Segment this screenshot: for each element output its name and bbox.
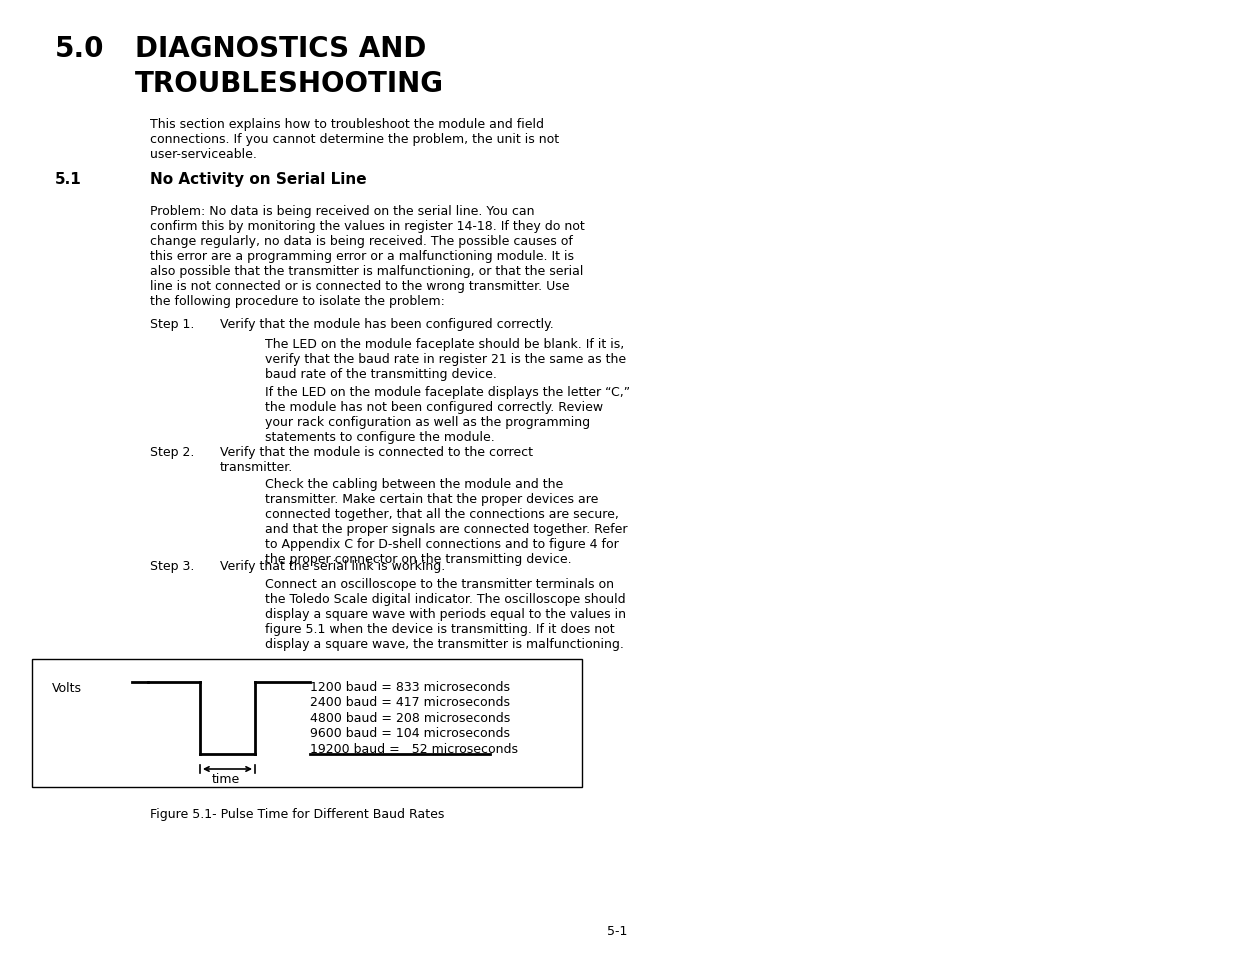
Text: 2400 baud = 417 microseconds: 2400 baud = 417 microseconds [310,696,510,709]
Text: Verify that the module is connected to the correct
transmitter.: Verify that the module is connected to t… [220,446,534,474]
Text: 4800 baud = 208 microseconds: 4800 baud = 208 microseconds [310,711,510,724]
Text: 9600 baud = 104 microseconds: 9600 baud = 104 microseconds [310,727,510,740]
Text: Volts: Volts [52,681,82,695]
Text: time: time [212,772,241,785]
Text: 19200 baud =   52 microseconds: 19200 baud = 52 microseconds [310,742,517,755]
Text: DIAGNOSTICS AND: DIAGNOSTICS AND [135,35,426,63]
Text: Connect an oscilloscope to the transmitter terminals on
the Toledo Scale digital: Connect an oscilloscope to the transmitt… [266,578,626,650]
Text: Verify that the serial link is working.: Verify that the serial link is working. [220,559,446,573]
Text: 1200 baud = 833 microseconds: 1200 baud = 833 microseconds [310,680,510,693]
Bar [32,659,582,787]
Text: Step 1.: Step 1. [149,317,194,331]
Text: Problem: No data is being received on the serial line. You can
confirm this by m: Problem: No data is being received on th… [149,205,584,308]
Text: Step 2.: Step 2. [149,446,194,458]
Text: 5.1: 5.1 [56,172,82,187]
Text: Check the cabling between the module and the
transmitter. Make certain that the : Check the cabling between the module and… [266,477,627,565]
Text: Figure 5.1- Pulse Time for Different Baud Rates: Figure 5.1- Pulse Time for Different Bau… [149,807,445,821]
Text: Step 3.: Step 3. [149,559,194,573]
Text: TROUBLESHOOTING: TROUBLESHOOTING [135,70,445,98]
Text: No Activity on Serial Line: No Activity on Serial Line [149,172,367,187]
Text: This section explains how to troubleshoot the module and field
connections. If y: This section explains how to troubleshoo… [149,118,559,161]
Text: If the LED on the module faceplate displays the letter “C,”
the module has not b: If the LED on the module faceplate displ… [266,386,630,443]
Text: 5.0: 5.0 [56,35,105,63]
Text: 5-1: 5-1 [606,924,627,937]
Text: Verify that the module has been configured correctly.: Verify that the module has been configur… [220,317,553,331]
Text: The LED on the module faceplate should be blank. If it is,
verify that the baud : The LED on the module faceplate should b… [266,337,626,380]
